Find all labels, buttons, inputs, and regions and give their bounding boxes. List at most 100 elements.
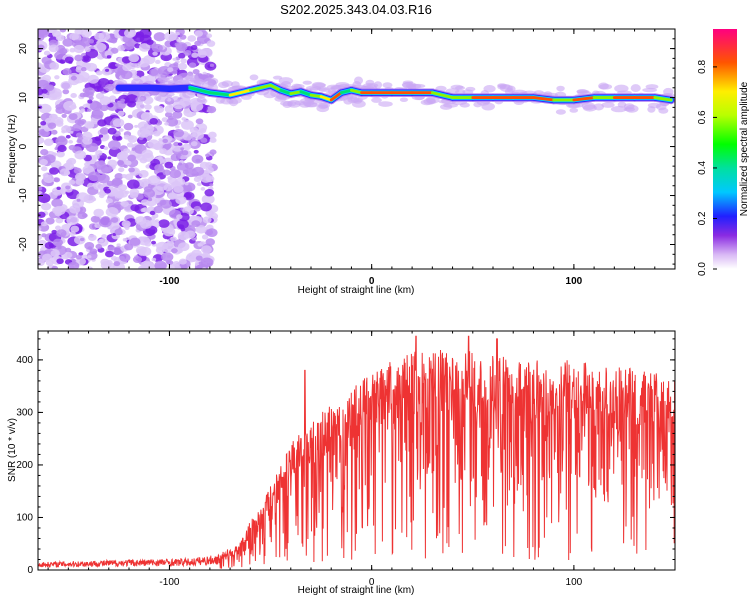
spectrogram-noise-blob: [49, 113, 58, 121]
spectrogram-noise-blob: [78, 252, 84, 256]
x-tick-label: 0: [369, 276, 375, 287]
spectrogram-noise-blob: [144, 103, 152, 110]
spectrogram-ridge-halo: [221, 80, 233, 87]
spectrogram-noise-blob: [95, 150, 103, 156]
spectrogram-noise-blob: [206, 33, 213, 38]
spectrogram-noise-blob: [48, 44, 59, 53]
spectrogram-noise-blob: [112, 118, 125, 128]
spectrogram-noise-blob: [40, 149, 49, 156]
spectrogram-ridge-halo: [353, 76, 364, 85]
spectrogram-noise-blob: [99, 96, 112, 105]
spectrogram-noise-blob: [149, 118, 158, 125]
spectrogram-noise-blob: [87, 38, 95, 44]
spectrogram-noise-blob: [98, 217, 112, 228]
spectrogram-noise-blob: [117, 160, 124, 166]
spectrogram-noise-blob: [126, 142, 134, 148]
spectrogram-noise-blob: [62, 68, 72, 76]
spectrogram-noise-blob: [175, 125, 180, 129]
spectrogram-noise-blob: [55, 225, 62, 231]
spectrogram-noise-blob: [184, 162, 194, 170]
spectrogram-ridge-halo: [599, 83, 613, 90]
spectrogram-noise-blob: [162, 169, 171, 176]
spectrogram-noise-blob: [73, 44, 85, 54]
spectrogram-noise-blob: [68, 144, 76, 151]
spectrogram-noise-blob: [45, 217, 55, 225]
spectrogram-noise-blob: [105, 207, 119, 217]
spectrogram-noise-blob: [84, 47, 91, 53]
snr-x-ticks: -100 0 100: [47, 331, 676, 588]
y-tick-label: 10: [18, 92, 29, 104]
x-tick-label: 100: [566, 577, 583, 588]
spectrogram-noise-blob: [183, 192, 192, 199]
spectrogram-noise-blob: [104, 84, 115, 92]
spectrogram-ridge-halo: [623, 103, 635, 110]
spectrogram-noise-blob: [122, 238, 128, 242]
spectrogram-noise-blob: [65, 134, 71, 139]
x-tick-label: 100: [566, 276, 583, 287]
spectrogram-noise-blob: [106, 180, 114, 187]
snr-series-line: [38, 335, 675, 569]
spectrogram-ridge-segment: [339, 88, 353, 95]
spectrogram-noise-blob: [107, 156, 112, 160]
spectrogram-ridge-segment: [350, 88, 363, 95]
spectrogram-noise-blob: [68, 139, 74, 144]
spectrogram-noise-blob: [128, 53, 140, 63]
spectrogram-noise-blob: [200, 187, 206, 191]
spectrogram-noise-blob: [93, 182, 103, 190]
spectrogram-noise-blob: [60, 81, 72, 90]
spectrogram-noise-blob: [172, 57, 177, 61]
snr-y-ticks: 0 100 200 300 400: [16, 338, 675, 576]
spectrogram-ridge-segment: [653, 96, 673, 102]
spectrogram-noise-blob: [175, 195, 187, 205]
spectrogram-noise-blob: [38, 234, 42, 241]
spectrogram-noise-blob: [118, 167, 125, 173]
spectrogram-noise-blob: [110, 47, 119, 54]
spectrogram-noise-blob: [134, 124, 139, 128]
spectrogram-noise-blob: [41, 88, 48, 94]
spectrogram-noise-blob: [173, 62, 179, 67]
spectrogram-noise-blob: [166, 117, 179, 127]
spectrogram-noise-blob: [68, 261, 80, 269]
spectrogram-noise-blob: [209, 149, 217, 155]
spectrogram-ridge-segment: [168, 86, 192, 91]
spectrogram-noise-blob: [125, 160, 132, 166]
spectrogram-noise-blob: [176, 214, 183, 220]
spectrogram-noise-blob: [209, 137, 217, 143]
spectrogram-noise-blob: [208, 74, 214, 79]
spectrogram-noise-blob: [107, 140, 121, 150]
spectrogram-noise-blob: [88, 96, 94, 101]
y-tick-label: 300: [16, 407, 33, 418]
spectrogram-noise-blob: [52, 238, 63, 247]
spectrogram-noise-blob: [124, 243, 134, 251]
spectrogram-noise-blob: [180, 119, 194, 130]
spectrogram-noise-blob: [191, 220, 201, 228]
spectrogram-noise-blob: [157, 155, 163, 160]
spectrogram-noise-blob: [64, 56, 74, 64]
spectrogram-noise-blob: [68, 179, 76, 185]
spectrogram-noise-blob: [75, 254, 82, 260]
spectrogram-noise-blob: [38, 227, 42, 231]
spectrogram-noise-blob: [89, 101, 103, 111]
spectrogram-noise-blob: [116, 243, 121, 247]
spectrogram-noise-blob: [87, 171, 101, 182]
spectrogram-ridge-halo: [287, 99, 301, 108]
spectrogram-noise-blob: [68, 113, 78, 121]
spectrogram-ridge-halo: [642, 87, 658, 93]
spectrogram-ridge-halo: [371, 97, 382, 103]
spectrogram-noise-blob: [63, 100, 77, 111]
spectrogram-noise-blob: [51, 198, 63, 208]
spectrogram-noise-blob: [183, 234, 189, 239]
spectrogram-noise-blob: [147, 197, 153, 202]
spectrogram-noise-blob: [100, 164, 113, 174]
spectrogram-ridge-halo: [614, 84, 629, 93]
colorbar-gradient: [713, 29, 737, 269]
spectrogram-noise-blob: [146, 39, 154, 45]
spectrogram-noise-blob: [93, 208, 105, 217]
spectrogram-noise-blob: [82, 165, 95, 175]
spectrogram-noise-blob: [38, 87, 44, 96]
spectrogram-noise-blob: [57, 144, 67, 153]
spectrogram-noise-blob: [206, 40, 216, 47]
spectrogram-noise-blob: [195, 158, 201, 163]
spectrogram-noise-blob: [143, 186, 153, 193]
